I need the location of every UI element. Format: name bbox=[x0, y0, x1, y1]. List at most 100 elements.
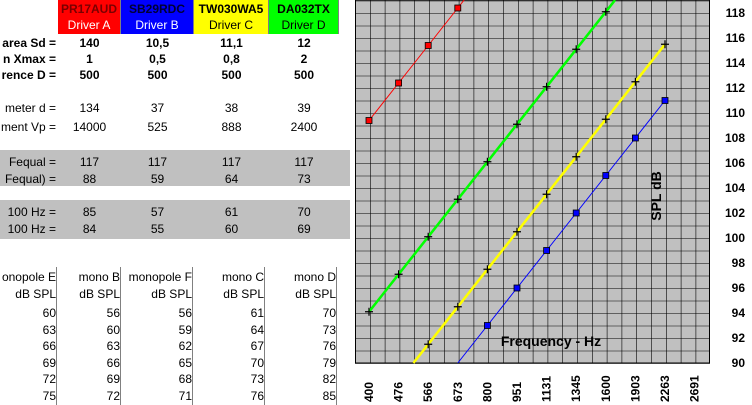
row-value: 73 bbox=[297, 172, 311, 186]
data-point bbox=[631, 77, 640, 86]
row-label: n Xmax = bbox=[2, 52, 56, 66]
row-label: Fequal = bbox=[8, 155, 56, 169]
column-divider bbox=[192, 267, 193, 405]
y-tick-label: 96 bbox=[732, 281, 746, 295]
x-tick-label: 2691 bbox=[688, 375, 702, 402]
data-point bbox=[542, 190, 551, 199]
driver-header-c: TW030WA5 Driver C bbox=[194, 0, 269, 34]
row-value: 525 bbox=[147, 120, 168, 134]
table-cell: 72 bbox=[42, 372, 56, 386]
table-cell: 63 bbox=[106, 339, 120, 353]
data-point bbox=[601, 115, 610, 124]
row-value: 117 bbox=[294, 155, 314, 169]
data-point bbox=[365, 117, 373, 124]
table-header-name: onopole E bbox=[1, 270, 56, 284]
data-point bbox=[513, 227, 521, 236]
data-point bbox=[601, 7, 610, 16]
row-value: 2 bbox=[300, 52, 308, 66]
series-line bbox=[457, 100, 666, 364]
data-point bbox=[483, 322, 491, 329]
row-value: 140 bbox=[79, 36, 100, 50]
table-cell: 75 bbox=[42, 388, 56, 403]
row-value: 500 bbox=[79, 68, 100, 82]
row-value: 500 bbox=[147, 68, 168, 82]
y-tick-label: 104 bbox=[725, 181, 745, 195]
y-tick-label: 112 bbox=[726, 81, 746, 95]
table-cell: 61 bbox=[250, 306, 264, 320]
row-value: 69 bbox=[297, 222, 311, 236]
data-point bbox=[424, 42, 432, 49]
data-point bbox=[424, 340, 433, 349]
table-header-name: mono D bbox=[293, 270, 336, 284]
row-label: ment Vp = bbox=[0, 120, 56, 134]
x-tick-label: 566 bbox=[421, 382, 435, 402]
driver-model: SB29RDC bbox=[128, 2, 185, 16]
x-tick-label: 1131 bbox=[540, 376, 554, 402]
row-value: 117 bbox=[221, 155, 242, 169]
data-point bbox=[661, 97, 669, 104]
x-axis-title: Frequency - Hz bbox=[501, 333, 601, 349]
row-label: rence D = bbox=[1, 68, 56, 82]
y-tick-label: 114 bbox=[726, 56, 746, 70]
y-tick-label: 94 bbox=[732, 306, 746, 320]
row-value: 38 bbox=[224, 101, 239, 115]
data-point bbox=[543, 247, 550, 254]
data-point bbox=[395, 79, 403, 87]
x-tick-label: 1600 bbox=[599, 375, 613, 402]
row-value: 55 bbox=[150, 222, 165, 236]
y-tick-label: 118 bbox=[726, 6, 746, 20]
x-tick-label: 1345 bbox=[569, 375, 583, 402]
row-value: 88 bbox=[82, 172, 97, 186]
table-cell: 65 bbox=[178, 355, 192, 370]
table-cell: 73 bbox=[250, 372, 264, 386]
row-value: 60 bbox=[224, 222, 239, 236]
table-cell: 73 bbox=[322, 322, 336, 337]
data-point bbox=[572, 152, 581, 161]
y-tick-label: 106 bbox=[725, 156, 745, 170]
table-cell: 67 bbox=[250, 339, 264, 353]
table-cell: 59 bbox=[178, 322, 192, 337]
data-point bbox=[424, 232, 433, 241]
table-cell: 63 bbox=[42, 322, 56, 337]
row-label: meter d = bbox=[4, 101, 56, 115]
driver-header-a: PR17AUD Driver A bbox=[58, 0, 121, 34]
table-cell: 70 bbox=[250, 355, 264, 370]
column-divider bbox=[56, 267, 57, 405]
row-value: 12 bbox=[297, 36, 311, 50]
data-point bbox=[483, 265, 492, 274]
data-point bbox=[453, 195, 462, 204]
driver-label: Driver D bbox=[281, 18, 326, 32]
data-point bbox=[572, 209, 580, 217]
table-cell: 62 bbox=[178, 339, 192, 353]
driver-header-d: DA032TX Driver D bbox=[269, 0, 339, 34]
series-line bbox=[412, 43, 666, 364]
driver-label: Driver A bbox=[67, 18, 111, 32]
gray-band bbox=[0, 150, 350, 186]
row-value: 39 bbox=[297, 101, 311, 115]
row-label: Fequal) = bbox=[4, 172, 56, 186]
gray-band bbox=[0, 200, 350, 239]
table-header-unit: dB SPL bbox=[79, 287, 120, 301]
plot-border bbox=[355, 0, 710, 364]
table-header-name: mono B bbox=[78, 270, 120, 284]
row-value: 500 bbox=[221, 68, 242, 82]
x-tick-label: 951 bbox=[510, 382, 524, 402]
data-point bbox=[661, 40, 669, 49]
table-cell: 69 bbox=[106, 372, 120, 386]
table-header-unit: dB SPL bbox=[15, 287, 56, 301]
row-value: 37 bbox=[150, 101, 165, 115]
table-cell: 56 bbox=[178, 306, 192, 320]
data-point bbox=[542, 82, 551, 91]
data-point bbox=[572, 45, 581, 54]
y-tick-label: 102 bbox=[725, 206, 745, 220]
table-cell: 79 bbox=[322, 355, 336, 370]
x-tick-label: 1903 bbox=[628, 375, 642, 402]
data-point bbox=[454, 4, 462, 12]
row-value: 117 bbox=[79, 155, 100, 169]
row-value: 59 bbox=[150, 172, 165, 186]
row-label: 100 Hz = bbox=[7, 205, 56, 219]
data-point bbox=[365, 307, 373, 316]
y-tick-label: 90 bbox=[732, 356, 746, 370]
spreadsheet: PR17AUD Driver A SB29RDC Driver B TW030WA5 Dr… bbox=[0, 0, 350, 405]
row-value: 134 bbox=[79, 101, 100, 115]
